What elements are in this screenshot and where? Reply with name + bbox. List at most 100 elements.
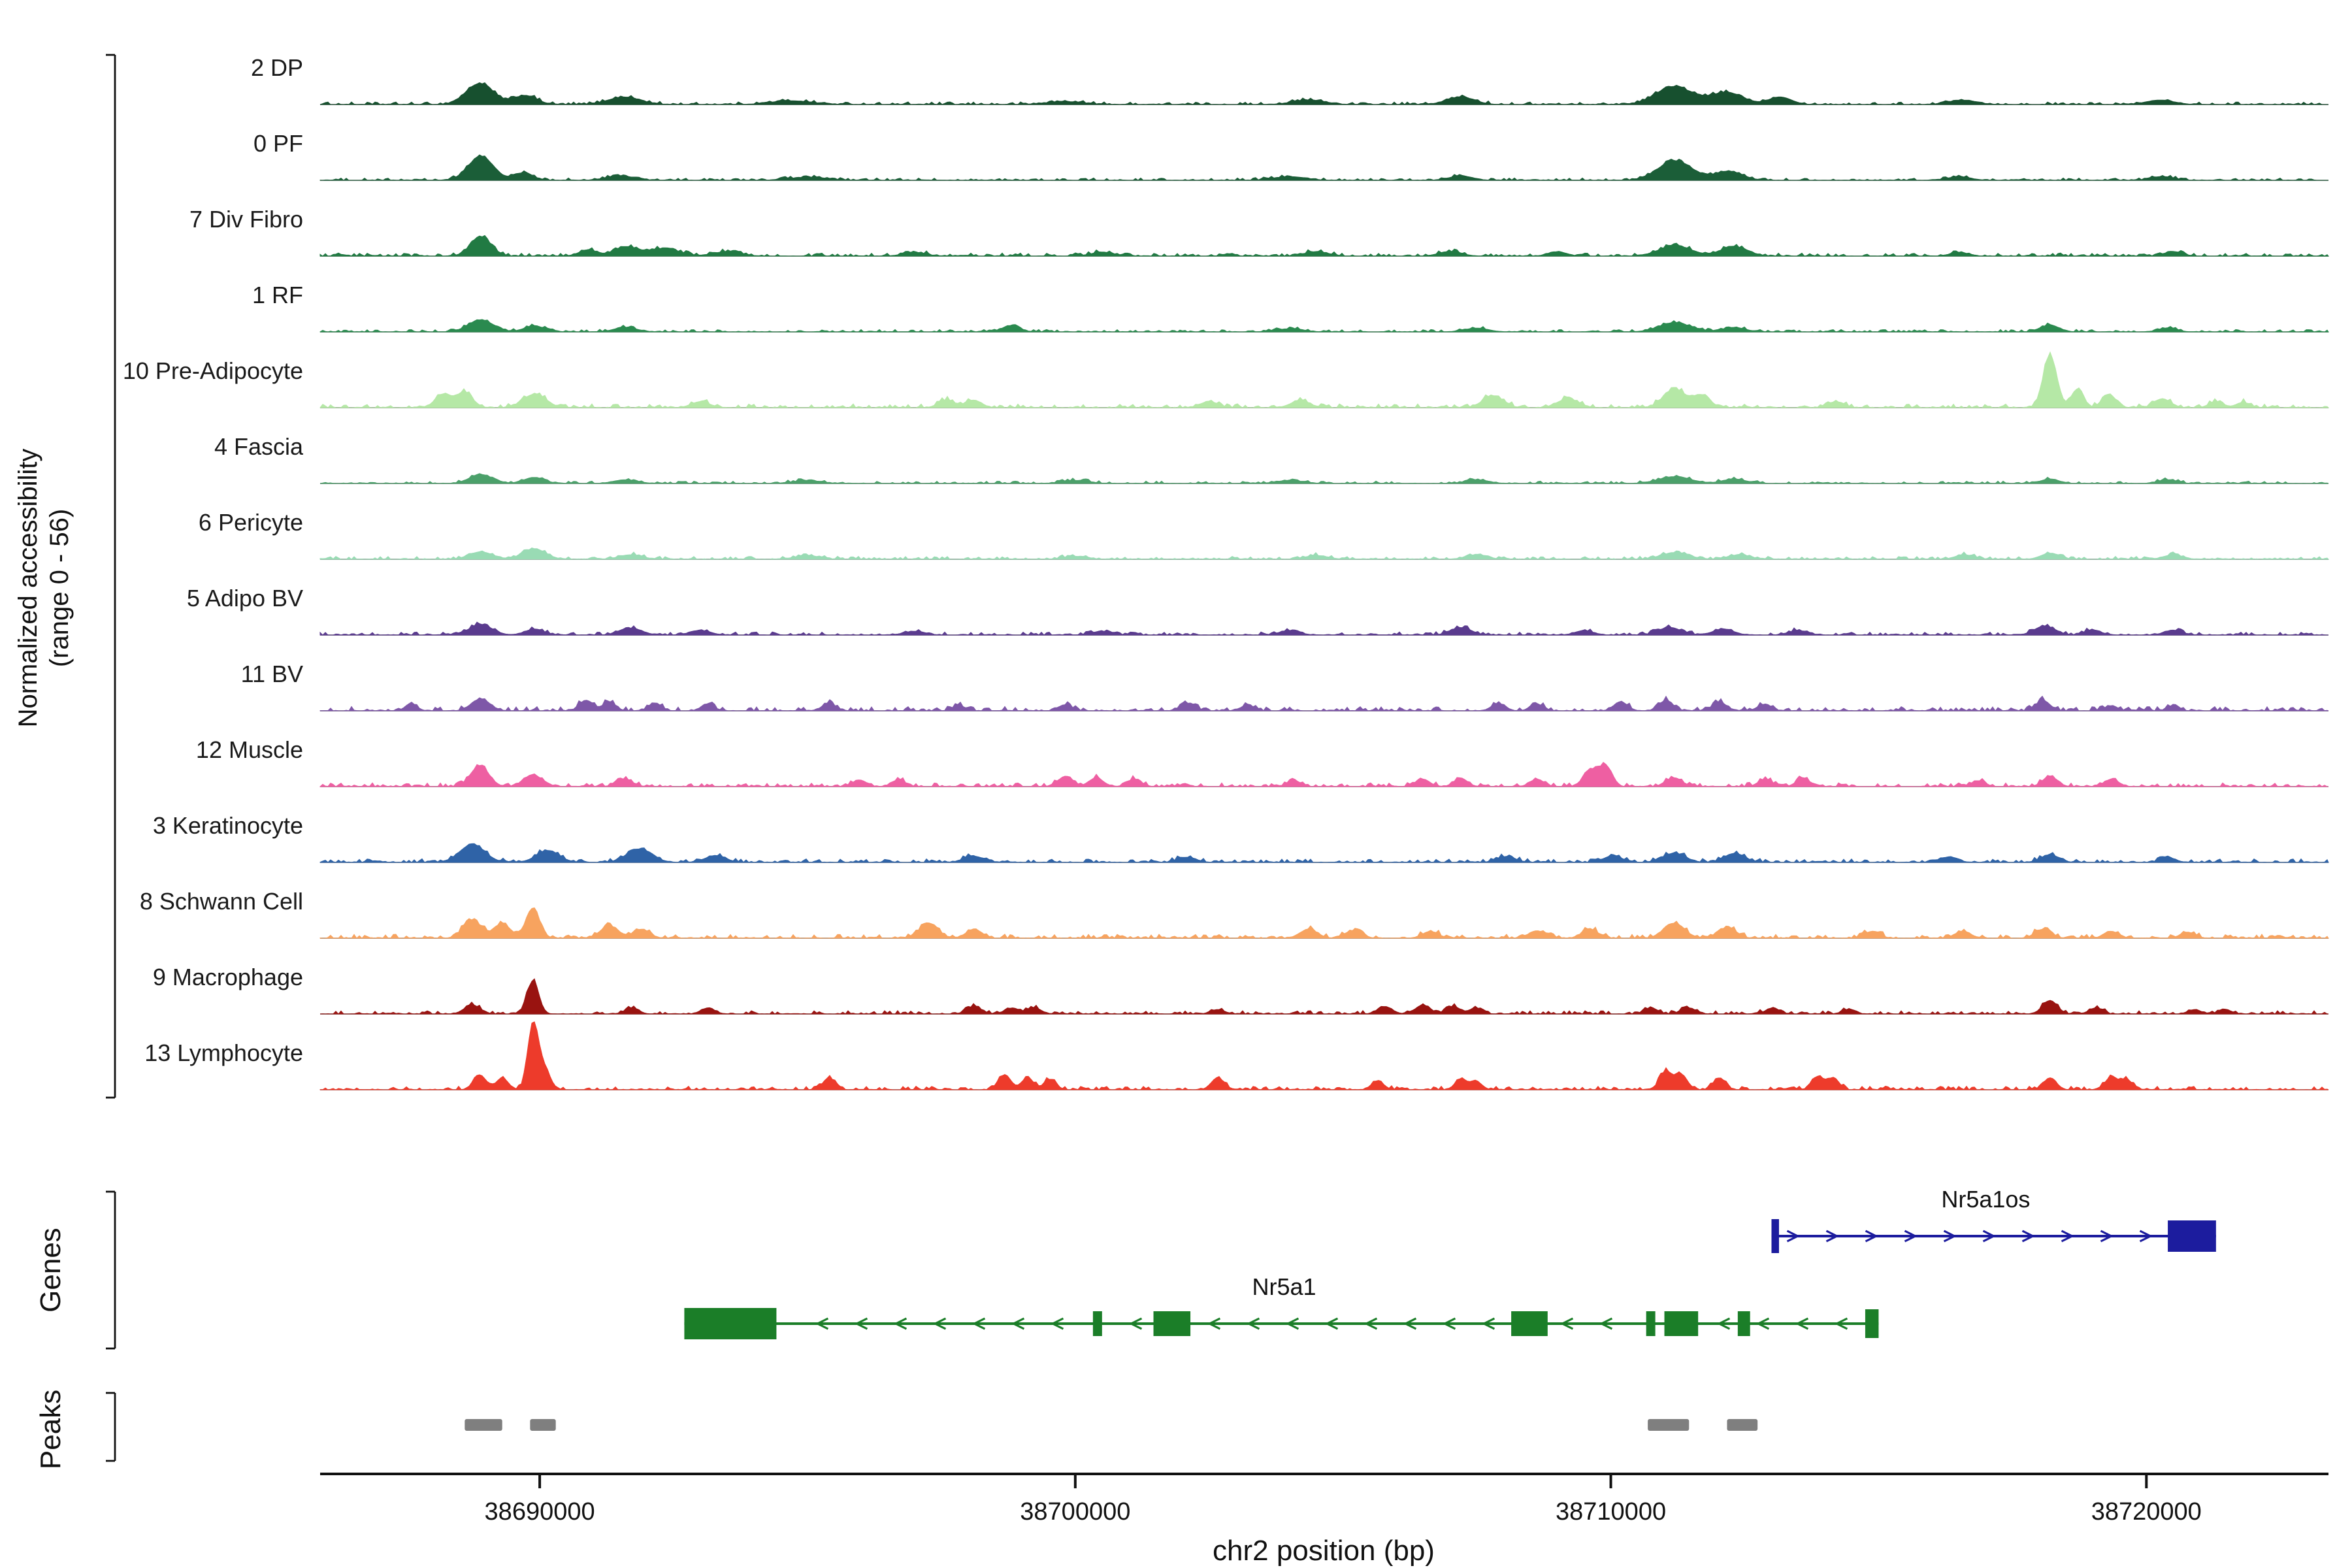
strand-arrow bbox=[815, 1317, 829, 1330]
strand-arrow bbox=[1285, 1317, 1299, 1330]
strand-arrow bbox=[2061, 1230, 2075, 1243]
y-axis-label-line1: Normalized accessibility bbox=[14, 449, 42, 728]
gene-nr5a1os: Nr5a1os bbox=[1771, 1186, 2216, 1253]
track-12-muscle: 12 Muscle bbox=[196, 736, 2328, 787]
track-signal bbox=[319, 473, 2329, 484]
strand-arrow bbox=[1982, 1230, 1997, 1243]
strand-arrow bbox=[1324, 1317, 1339, 1330]
strand-arrow bbox=[1825, 1230, 1840, 1243]
exon bbox=[1153, 1311, 1191, 1336]
y-axis-label-line2: (range 0 - 56) bbox=[45, 509, 74, 667]
gene-label: Nr5a1 bbox=[1252, 1273, 1316, 1300]
x-tick-label: 38700000 bbox=[1020, 1498, 1130, 1526]
strand-arrow bbox=[1786, 1230, 1801, 1243]
strand-arrow bbox=[2021, 1230, 2036, 1243]
tracks-section-bracket bbox=[106, 54, 116, 1099]
track-6-pericyte: 6 Pericyte bbox=[199, 509, 2330, 560]
strand-arrow bbox=[1795, 1317, 1809, 1330]
x-axis: 38690000 38700000 38710000 38720000 bbox=[320, 1473, 2328, 1526]
x-axis-title: chr2 position (bp) bbox=[1213, 1535, 1435, 1567]
track-5-adipo-bv: 5 Adipo BV bbox=[187, 585, 2328, 636]
peak-region bbox=[1727, 1419, 1758, 1431]
exon bbox=[1646, 1311, 1656, 1336]
strand-arrow bbox=[1756, 1317, 1770, 1330]
track-9-macrophage: 9 Macrophage bbox=[153, 964, 2329, 1015]
genes-section-label: Genes bbox=[35, 1228, 67, 1313]
track-label: 5 Adipo BV bbox=[187, 585, 303, 612]
strand-arrow bbox=[2100, 1230, 2114, 1243]
strand-arrow bbox=[893, 1317, 907, 1330]
strand-arrow bbox=[1716, 1317, 1731, 1330]
x-tick-label: 38720000 bbox=[2091, 1498, 2202, 1526]
strand-arrow bbox=[932, 1317, 947, 1330]
track-0-pf: 0 PF bbox=[253, 130, 2328, 181]
strand-arrow bbox=[1364, 1317, 1378, 1330]
track-label: 4 Fascia bbox=[214, 433, 304, 460]
accessibility-tracks: 2 DP 0 PF 7 Div Fibro 1 RF 10 Pre-Adipocyte 4… bbox=[123, 54, 2330, 1090]
exon bbox=[2168, 1220, 2216, 1252]
peaks-section-bracket bbox=[106, 1392, 116, 1462]
track-label: 10 Pre-Adipocyte bbox=[123, 357, 303, 384]
genes-section-bracket bbox=[106, 1190, 116, 1350]
gene-nr5a1: Nr5a1 bbox=[684, 1273, 1879, 1339]
track-signal bbox=[319, 319, 2329, 333]
track-label: 0 PF bbox=[253, 130, 303, 157]
track-label: 7 Div Fibro bbox=[189, 206, 303, 233]
track-3-keratinocyte: 3 Keratinocyte bbox=[153, 812, 2329, 863]
track-signal bbox=[319, 978, 2329, 1015]
peak-region bbox=[465, 1419, 502, 1431]
track-label: 2 DP bbox=[251, 54, 303, 81]
track-13-lymphocyte: 13 Lymphocyte bbox=[144, 1021, 2329, 1090]
strand-arrow bbox=[1403, 1317, 1417, 1330]
track-7-div-fibro: 7 Div Fibro bbox=[189, 206, 2330, 257]
track-signal bbox=[319, 235, 2330, 257]
track-signal bbox=[319, 82, 2328, 105]
peaks-track bbox=[465, 1419, 1758, 1431]
peak-region bbox=[530, 1419, 556, 1431]
track-signal bbox=[319, 547, 2330, 560]
strand-arrow bbox=[1128, 1317, 1143, 1330]
track-label: 13 Lymphocyte bbox=[144, 1039, 303, 1066]
exon bbox=[1737, 1311, 1750, 1336]
track-1-rf: 1 RF bbox=[252, 282, 2329, 333]
track-signal bbox=[319, 762, 2328, 787]
strand-arrow bbox=[1599, 1317, 1613, 1330]
exon bbox=[1771, 1219, 1779, 1253]
strand-arrow bbox=[854, 1317, 868, 1330]
x-tick-label: 38710000 bbox=[1556, 1498, 1666, 1526]
track-label: 11 BV bbox=[241, 661, 303, 687]
track-signal bbox=[319, 1021, 2329, 1090]
peaks-section-label: Peaks bbox=[35, 1390, 67, 1469]
track-8-schwann-cell: 8 Schwann Cell bbox=[140, 888, 2329, 939]
track-signal bbox=[319, 843, 2329, 863]
strand-arrow bbox=[1560, 1317, 1574, 1330]
strand-arrow bbox=[1943, 1230, 1957, 1243]
track-label: 6 Pericyte bbox=[199, 509, 303, 536]
track-label: 1 RF bbox=[252, 282, 303, 308]
track-signal bbox=[319, 695, 2329, 711]
exon bbox=[1664, 1311, 1699, 1336]
gene-models: Nr5a1os Nr5a1 bbox=[684, 1186, 2216, 1339]
strand-arrow bbox=[1481, 1317, 1495, 1330]
strand-arrow bbox=[1904, 1230, 1918, 1243]
track-4-fascia: 4 Fascia bbox=[214, 433, 2329, 484]
strand-arrow bbox=[1865, 1230, 1879, 1243]
track-signal bbox=[319, 907, 2329, 939]
peak-region bbox=[1648, 1419, 1690, 1431]
exon bbox=[684, 1308, 777, 1339]
track-10-pre-adipocyte: 10 Pre-Adipocyte bbox=[123, 351, 2330, 408]
track-signal bbox=[319, 621, 2328, 636]
track-2-dp: 2 DP bbox=[251, 54, 2328, 105]
track-11-bv: 11 BV bbox=[241, 661, 2329, 711]
strand-arrow bbox=[1050, 1317, 1064, 1330]
strand-arrow bbox=[1011, 1317, 1025, 1330]
track-signal bbox=[319, 351, 2330, 408]
strand-arrow bbox=[1834, 1317, 1848, 1330]
strand-arrow bbox=[972, 1317, 986, 1330]
x-tick-label: 38690000 bbox=[485, 1498, 595, 1526]
track-label: 12 Muscle bbox=[196, 736, 303, 763]
strand-arrow bbox=[1207, 1317, 1221, 1330]
strand-arrow bbox=[2139, 1230, 2153, 1243]
